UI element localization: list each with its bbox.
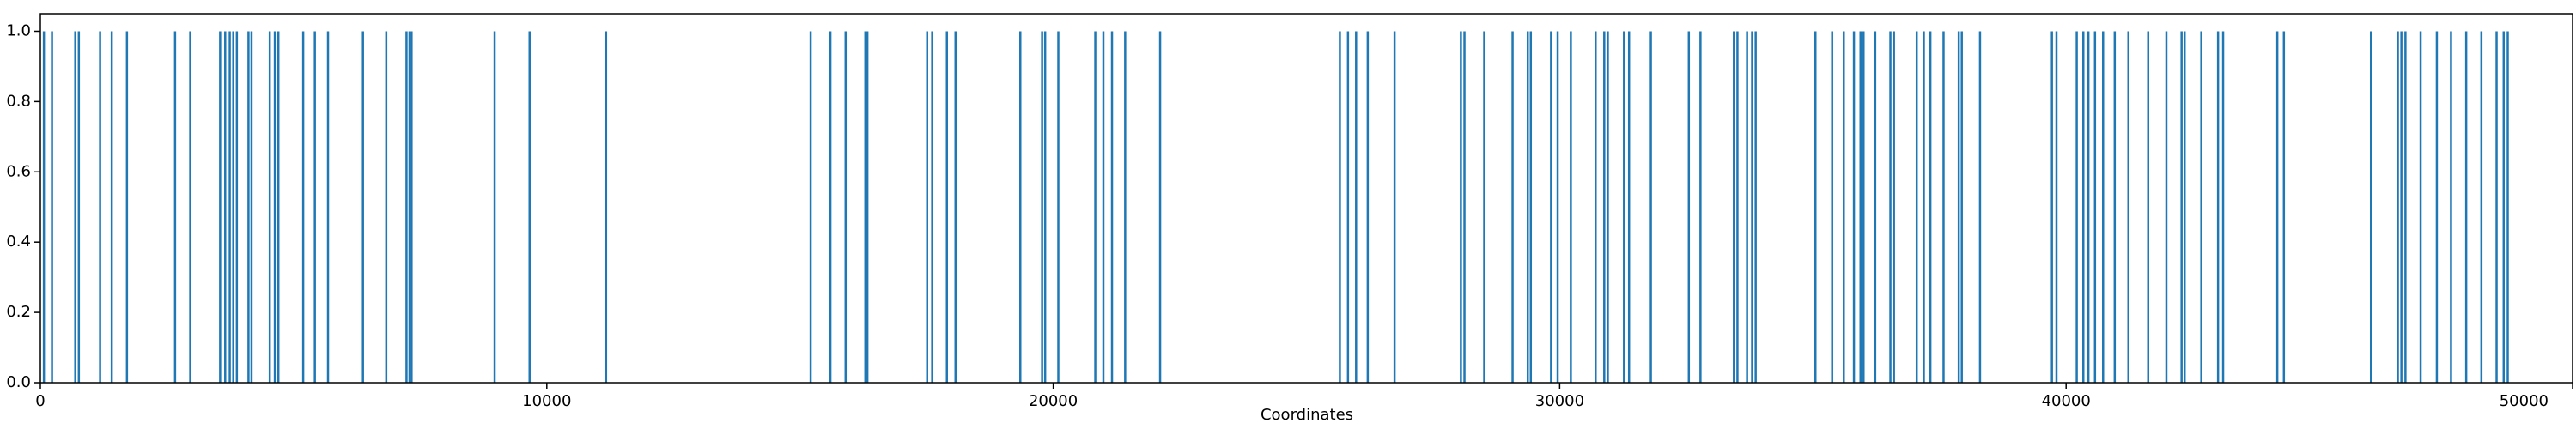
x-axis-label: Coordinates [1261, 406, 1353, 424]
y-tick-label: 1.0 [6, 21, 31, 39]
y-tick-label: 0.2 [6, 303, 31, 321]
y-tick-label: 0.0 [6, 373, 31, 391]
x-tick-label: 50000 [2500, 392, 2549, 410]
x-tick-label: 20000 [1029, 392, 1078, 410]
x-tick-label: 0 [35, 392, 45, 410]
y-tick-label: 0.6 [6, 162, 31, 180]
plot-frame [39, 13, 2573, 384]
x-tick-label: 30000 [1535, 392, 1584, 410]
x-tick-label: 40000 [2042, 392, 2091, 410]
y-tick-label: 0.4 [6, 233, 31, 251]
y-tick-label: 0.8 [6, 92, 31, 110]
x-tick-label: 10000 [522, 392, 571, 410]
